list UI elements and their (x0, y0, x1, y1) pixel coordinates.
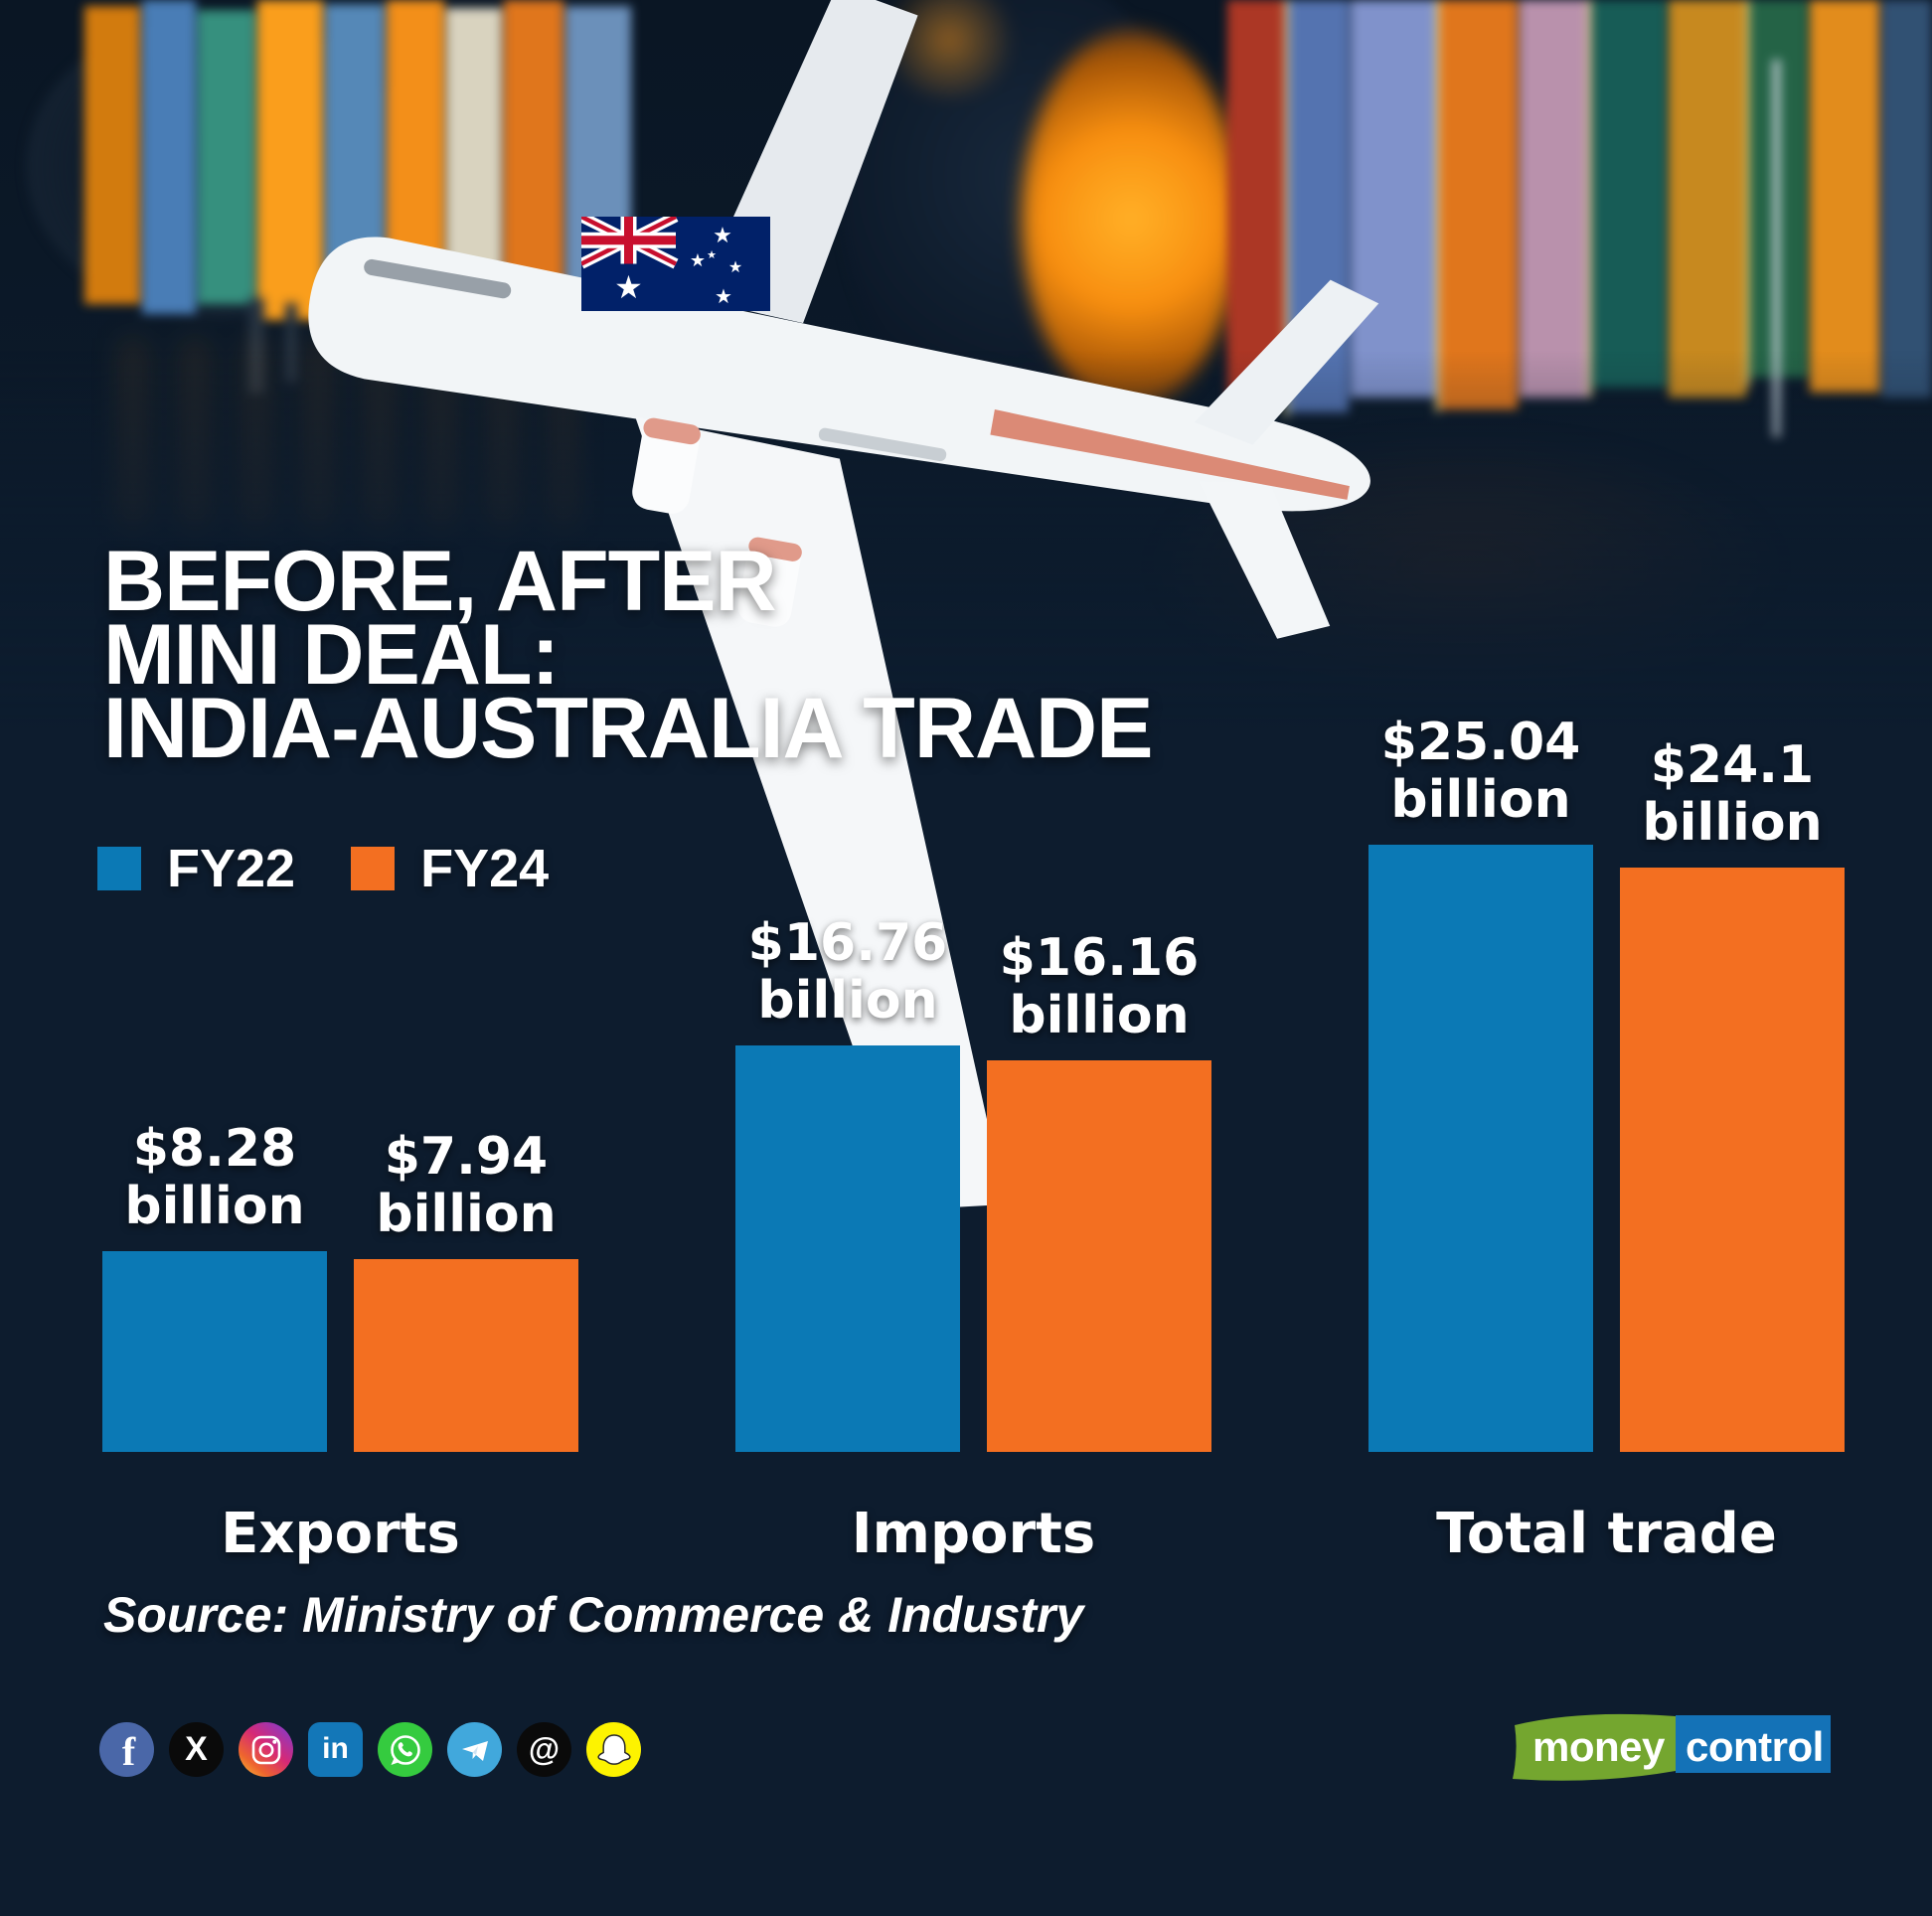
legend-swatch-fy22 (97, 847, 141, 890)
source-note: Source: Ministry of Commerce & Industry (103, 1587, 1084, 1643)
title-line-1: BEFORE, AFTER (103, 534, 777, 629)
instagram-icon[interactable] (239, 1722, 293, 1777)
facebook-icon[interactable]: f (99, 1722, 154, 1777)
legend-label-fy22: FY22 (167, 839, 296, 898)
bar-fy24-exports (354, 1259, 578, 1452)
social-icons-row: f X in @ (99, 1722, 641, 1777)
threads-icon[interactable]: @ (517, 1722, 571, 1777)
value-label-fy24-total: $24.1 billion (1642, 735, 1823, 853)
whatsapp-icon[interactable] (378, 1722, 432, 1777)
x-icon[interactable]: X (169, 1722, 224, 1777)
legend-item-fy22: FY22 (97, 838, 295, 899)
snapchat-icon[interactable] (586, 1722, 641, 1777)
value-label-fy24-exports: $7.94 billion (376, 1127, 557, 1244)
value-label-fy24-imports: $16.16 billion (999, 928, 1200, 1045)
chart-group-exports: $8.28 billion $7.94 billion Exports (102, 696, 578, 1566)
bar-fy22-exports (102, 1251, 327, 1452)
legend-item-fy24: FY24 (351, 838, 549, 899)
linkedin-icon[interactable]: in (308, 1722, 363, 1777)
chart-group-imports: $16.76 billion $16.16 billion Imports (735, 696, 1211, 1566)
value-label-fy22-total: $25.04 billion (1380, 713, 1581, 830)
value-label-fy22-exports: $8.28 billion (124, 1119, 305, 1236)
legend-label-fy24: FY24 (420, 839, 550, 898)
value-label-fy22-imports: $16.76 billion (747, 913, 948, 1031)
bar-fy24-total (1620, 868, 1845, 1452)
moneycontrol-logo[interactable]: money control (1511, 1707, 1831, 1785)
page-title: BEFORE, AFTER MINI DEAL: INDIA-AUSTRALIA… (103, 534, 1154, 776)
chart-legend: FY22 FY24 (97, 838, 549, 899)
legend-swatch-fy24 (351, 847, 396, 890)
title-line-2: MINI DEAL: (103, 607, 560, 703)
logo-text-money: money (1532, 1723, 1665, 1770)
bar-fy22-imports (735, 1045, 960, 1452)
bar-chart: $8.28 billion $7.94 billion Exports (102, 696, 1845, 1566)
bar-fy22-total (1368, 845, 1593, 1452)
title-line-3: INDIA-AUSTRALIA TRADE (103, 681, 1154, 776)
logo-money-bg (1513, 1713, 1676, 1781)
category-label-exports: Exports (221, 1502, 460, 1566)
bar-fy24-imports (987, 1060, 1211, 1452)
telegram-icon[interactable] (447, 1722, 502, 1777)
category-label-imports: Imports (851, 1502, 1096, 1566)
chart-group-total-trade: $25.04 billion $24.1 billion Total trade (1368, 696, 1845, 1566)
category-label-total-trade: Total trade (1436, 1502, 1777, 1566)
logo-text-control: control (1686, 1723, 1824, 1770)
logo-control-bg (1676, 1715, 1831, 1773)
